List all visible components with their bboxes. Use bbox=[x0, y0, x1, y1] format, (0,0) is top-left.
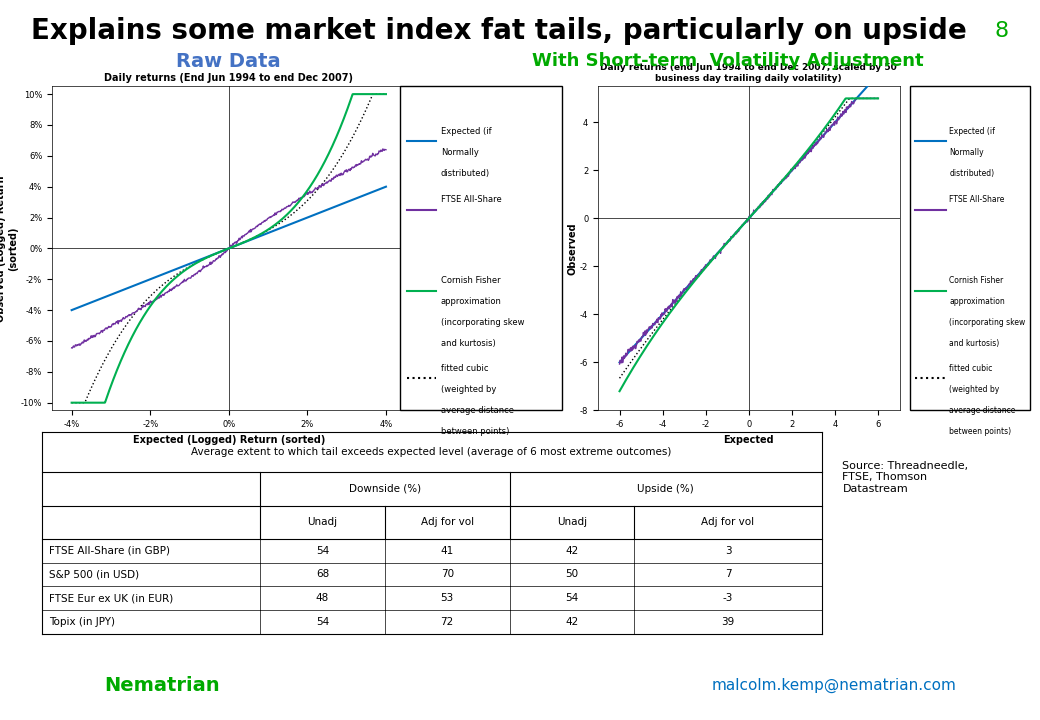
Text: distributed): distributed) bbox=[441, 169, 490, 179]
Y-axis label: Observed: Observed bbox=[567, 222, 577, 275]
Text: approximation: approximation bbox=[441, 297, 501, 306]
Text: 39: 39 bbox=[722, 617, 734, 626]
Text: S&P 500 (in USD): S&P 500 (in USD) bbox=[50, 570, 139, 580]
Text: Average extent to which tail exceeds expected level (average of 6 most extreme o: Average extent to which tail exceeds exp… bbox=[191, 447, 672, 457]
Text: (weighted by: (weighted by bbox=[441, 384, 496, 394]
Text: and kurtosis): and kurtosis) bbox=[950, 339, 999, 348]
Text: Normally: Normally bbox=[950, 148, 984, 157]
Text: 7: 7 bbox=[725, 570, 731, 580]
X-axis label: Expected: Expected bbox=[724, 435, 774, 445]
X-axis label: Expected (Logged) Return (sorted): Expected (Logged) Return (sorted) bbox=[133, 435, 324, 445]
Text: Explains some market index fat tails, particularly on upside: Explains some market index fat tails, pa… bbox=[31, 17, 967, 45]
Text: fitted cubic: fitted cubic bbox=[950, 364, 993, 373]
Text: between points): between points) bbox=[441, 427, 509, 436]
Text: With Short-term  Volatility Adjustment: With Short-term Volatility Adjustment bbox=[532, 52, 924, 70]
Text: Normally: Normally bbox=[441, 148, 478, 157]
Text: Unadj: Unadj bbox=[308, 517, 337, 527]
Text: Expected (if: Expected (if bbox=[441, 127, 491, 136]
Text: 68: 68 bbox=[316, 570, 329, 580]
Text: Upside (%): Upside (%) bbox=[638, 484, 694, 494]
Text: Source: Threadneedle,
FTSE, Thomson
Datastream: Source: Threadneedle, FTSE, Thomson Data… bbox=[842, 461, 968, 494]
Text: malcolm.kemp@nematrian.com: malcolm.kemp@nematrian.com bbox=[712, 678, 957, 693]
Text: distributed): distributed) bbox=[950, 169, 994, 179]
FancyBboxPatch shape bbox=[910, 86, 1030, 410]
Text: 72: 72 bbox=[441, 617, 453, 626]
Text: 53: 53 bbox=[441, 593, 453, 603]
Text: Cornish Fisher: Cornish Fisher bbox=[441, 276, 500, 285]
FancyBboxPatch shape bbox=[400, 86, 562, 410]
Text: Expected (if: Expected (if bbox=[950, 127, 995, 136]
Text: FTSE All-Share: FTSE All-Share bbox=[441, 195, 501, 204]
Text: 70: 70 bbox=[441, 570, 453, 580]
Text: Adj for vol: Adj for vol bbox=[420, 517, 474, 527]
Text: average distance: average distance bbox=[950, 406, 1016, 415]
Text: 54: 54 bbox=[316, 617, 329, 626]
Text: Cornish Fisher: Cornish Fisher bbox=[950, 276, 1004, 285]
Text: and kurtosis): and kurtosis) bbox=[441, 339, 495, 348]
Text: Adj for vol: Adj for vol bbox=[701, 517, 755, 527]
Text: FTSE All-Share (in GBP): FTSE All-Share (in GBP) bbox=[50, 546, 171, 556]
Text: (weighted by: (weighted by bbox=[950, 384, 999, 394]
Text: 42: 42 bbox=[566, 617, 578, 626]
Text: Nematrian: Nematrian bbox=[104, 676, 219, 695]
Text: FTSE Eur ex UK (in EUR): FTSE Eur ex UK (in EUR) bbox=[50, 593, 174, 603]
Text: 54: 54 bbox=[316, 546, 329, 556]
Text: average distance: average distance bbox=[441, 406, 514, 415]
Text: (incorporating skew: (incorporating skew bbox=[950, 318, 1025, 328]
Text: FTSE All-Share: FTSE All-Share bbox=[950, 195, 1005, 204]
Text: 42: 42 bbox=[566, 546, 578, 556]
Text: fitted cubic: fitted cubic bbox=[441, 364, 488, 373]
Text: approximation: approximation bbox=[950, 297, 1006, 306]
Text: 48: 48 bbox=[316, 593, 329, 603]
Text: Downside (%): Downside (%) bbox=[348, 484, 421, 494]
Text: Topix (in JPY): Topix (in JPY) bbox=[50, 617, 115, 626]
Text: 54: 54 bbox=[566, 593, 578, 603]
Text: Unadj: Unadj bbox=[557, 517, 587, 527]
Text: Raw Data: Raw Data bbox=[177, 52, 281, 71]
Text: 50: 50 bbox=[566, 570, 578, 580]
Title: Daily returns (End Jun 1994 to end Dec 2007): Daily returns (End Jun 1994 to end Dec 2… bbox=[104, 73, 354, 83]
Y-axis label: Observed (Logged) Return
(sorted): Observed (Logged) Return (sorted) bbox=[0, 175, 18, 322]
Title: Daily returns (end Jun 1994 to end Dec 2007, scaled by 50
business day trailing : Daily returns (end Jun 1994 to end Dec 2… bbox=[600, 63, 898, 83]
Text: (incorporating skew: (incorporating skew bbox=[441, 318, 524, 328]
Text: between points): between points) bbox=[950, 427, 1012, 436]
Text: -3: -3 bbox=[723, 593, 733, 603]
Text: 8: 8 bbox=[994, 21, 1009, 41]
Text: 41: 41 bbox=[441, 546, 453, 556]
Text: 3: 3 bbox=[725, 546, 731, 556]
